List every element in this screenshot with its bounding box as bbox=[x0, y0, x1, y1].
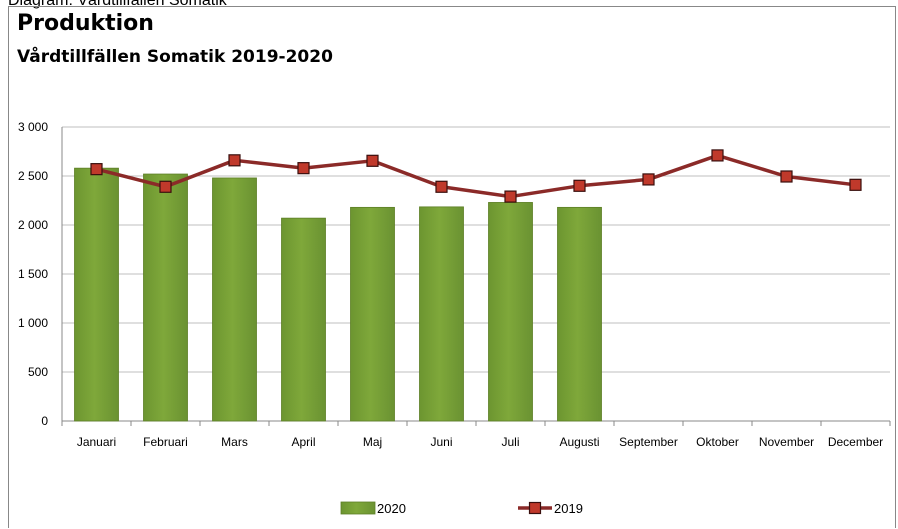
chart-frame bbox=[8, 6, 896, 528]
line-marker bbox=[642, 173, 655, 186]
x-tick-label: Juni bbox=[430, 435, 452, 449]
x-tick-label: Juli bbox=[501, 435, 519, 449]
chart-title: Produktion bbox=[17, 11, 154, 36]
bar-series-2020 bbox=[74, 167, 602, 422]
y-tick-label: 500 bbox=[28, 365, 48, 379]
y-tick-label: 2 000 bbox=[18, 218, 48, 232]
series-line bbox=[96, 153, 856, 199]
line-marker bbox=[297, 162, 310, 175]
line-marker bbox=[711, 149, 724, 162]
x-tick-label: Oktober bbox=[696, 435, 739, 449]
line-series-2019 bbox=[90, 149, 862, 203]
legend-swatch-2019-marker bbox=[528, 501, 542, 515]
chart-subtitle: Vårdtillfällen Somatik 2019-2020 bbox=[17, 47, 333, 67]
line-marker bbox=[228, 154, 241, 167]
x-tick-label: Mars bbox=[221, 435, 248, 449]
line-marker bbox=[780, 170, 793, 183]
legend-label-2019: 2019 bbox=[554, 501, 583, 516]
line-marker bbox=[849, 178, 862, 191]
y-tick-label: 1 500 bbox=[18, 267, 48, 281]
bar bbox=[419, 206, 464, 422]
x-tick-label: November bbox=[759, 435, 814, 449]
x-tick-label: Maj bbox=[363, 435, 382, 449]
bar bbox=[281, 217, 326, 422]
legend-label-2020: 2020 bbox=[377, 501, 406, 516]
line-marker bbox=[90, 163, 103, 176]
x-tick-label: Januari bbox=[77, 435, 116, 449]
grid-lines bbox=[61, 126, 891, 426]
line-marker bbox=[435, 180, 448, 193]
bar bbox=[143, 173, 188, 422]
line-marker bbox=[159, 180, 172, 193]
bar bbox=[350, 206, 395, 422]
x-tick-label: April bbox=[291, 435, 315, 449]
y-tick-label: 2 500 bbox=[18, 169, 48, 183]
x-tick-label: Augusti bbox=[559, 435, 599, 449]
bar bbox=[212, 177, 257, 422]
y-tick-label: 0 bbox=[41, 414, 48, 428]
line-marker bbox=[504, 190, 517, 203]
line-marker bbox=[366, 154, 379, 167]
bar bbox=[74, 167, 119, 422]
x-tick-label: September bbox=[619, 435, 678, 449]
x-tick-label: December bbox=[828, 435, 883, 449]
x-tick-label: Februari bbox=[143, 435, 188, 449]
chart-caption: Diagram: Vårdtillfällen Somatik bbox=[8, 0, 227, 9]
bar bbox=[488, 202, 533, 422]
line-marker bbox=[573, 179, 586, 192]
y-tick-label: 1 000 bbox=[18, 316, 48, 330]
legend-swatch-2020 bbox=[340, 501, 376, 515]
legend: 2020 2019 bbox=[340, 501, 583, 516]
y-tick-label: 3 000 bbox=[18, 120, 48, 134]
x-tick-labels: Januari Februari Mars April Maj Juni Juli Augus… bbox=[77, 435, 883, 449]
y-tick-labels: 0 500 1 000 1 500 2 000 2 500 3 000 bbox=[18, 120, 48, 428]
bar bbox=[557, 206, 602, 422]
